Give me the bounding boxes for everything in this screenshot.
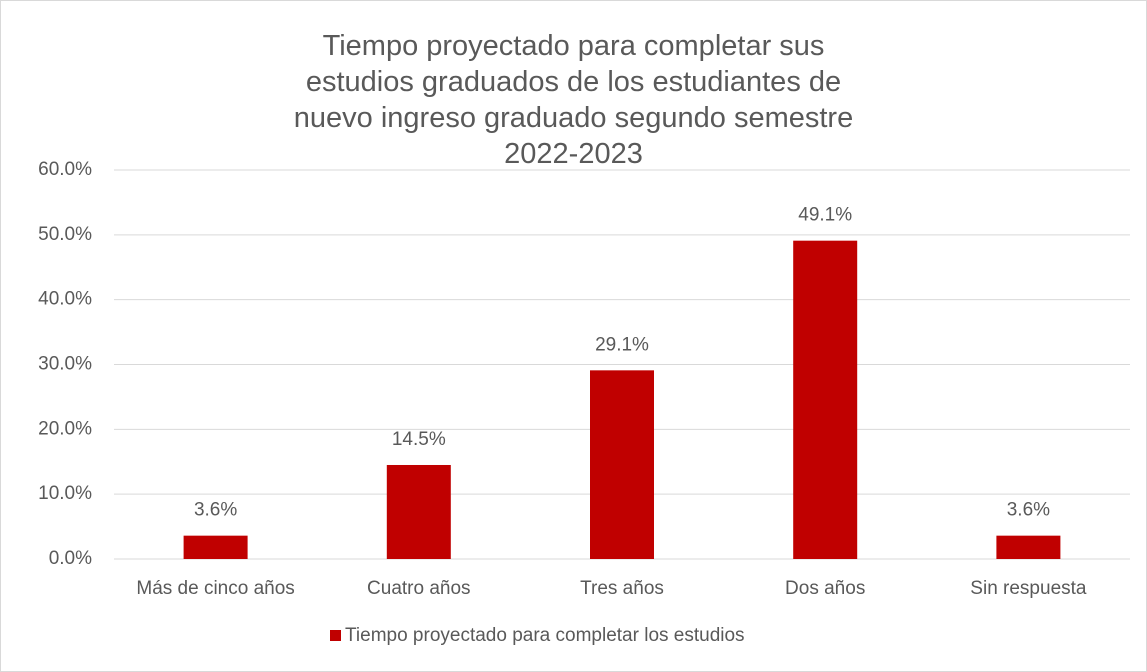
bar — [183, 535, 248, 559]
y-tick-label: 50.0% — [38, 224, 92, 245]
x-tick-label: Tres años — [580, 578, 664, 599]
bar — [590, 370, 654, 559]
x-tick-label: Sin respuesta — [970, 578, 1087, 599]
x-tick-label: Dos años — [785, 578, 865, 599]
data-label: 49.1% — [798, 205, 852, 226]
y-tick-label: 40.0% — [38, 289, 92, 310]
bar — [996, 535, 1061, 559]
chart-title: Tiempo proyectado para completar sus est… — [293, 30, 854, 170]
y-tick-label: 10.0% — [38, 483, 92, 504]
bar — [386, 464, 451, 559]
y-tick-label: 20.0% — [38, 418, 92, 439]
x-tick-label: Cuatro años — [367, 578, 471, 599]
legend-label: Tiempo proyectado para completar los est… — [345, 625, 745, 646]
legend-swatch — [330, 630, 341, 641]
data-label: 14.5% — [392, 429, 446, 450]
bar — [793, 240, 858, 559]
y-tick-label: 0.0% — [49, 548, 92, 569]
data-label: 3.6% — [1007, 500, 1050, 521]
y-tick-label: 60.0% — [38, 159, 92, 180]
x-tick-label: Más de cinco años — [136, 578, 294, 599]
data-label: 3.6% — [194, 500, 237, 521]
y-tick-label: 30.0% — [38, 354, 92, 375]
data-label: 29.1% — [595, 334, 649, 355]
